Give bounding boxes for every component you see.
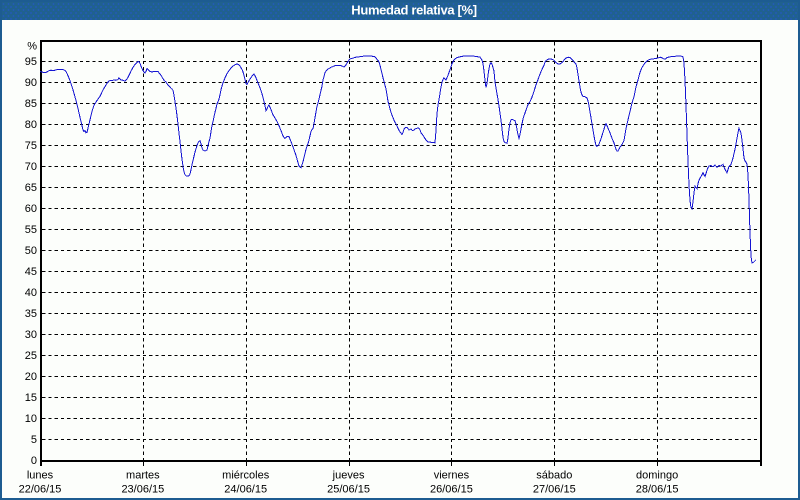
svg-text:23/06/15: 23/06/15 xyxy=(121,484,164,496)
svg-text:60: 60 xyxy=(25,203,37,215)
svg-text:5: 5 xyxy=(31,434,37,446)
svg-text:85: 85 xyxy=(25,98,37,110)
svg-text:65: 65 xyxy=(25,182,37,194)
svg-text:10: 10 xyxy=(25,413,37,425)
svg-text:miércoles: miércoles xyxy=(222,470,270,482)
svg-text:95: 95 xyxy=(25,56,37,68)
svg-text:90: 90 xyxy=(25,77,37,89)
svg-text:domingo: domingo xyxy=(636,470,678,482)
svg-text:26/06/15: 26/06/15 xyxy=(430,484,473,496)
svg-text:viernes: viernes xyxy=(434,470,470,482)
svg-text:75: 75 xyxy=(25,140,37,152)
svg-text:45: 45 xyxy=(25,266,37,278)
svg-text:martes: martes xyxy=(126,470,160,482)
svg-text:0: 0 xyxy=(31,455,37,467)
svg-text:40: 40 xyxy=(25,287,37,299)
svg-text:15: 15 xyxy=(25,392,37,404)
svg-text:%: % xyxy=(27,41,37,53)
svg-text:jueves: jueves xyxy=(332,470,365,482)
svg-text:35: 35 xyxy=(25,308,37,320)
svg-text:80: 80 xyxy=(25,119,37,131)
svg-text:30: 30 xyxy=(25,329,37,341)
svg-text:20: 20 xyxy=(25,371,37,383)
svg-text:sábado: sábado xyxy=(536,470,572,482)
svg-text:24/06/15: 24/06/15 xyxy=(224,484,267,496)
svg-text:25/06/15: 25/06/15 xyxy=(327,484,370,496)
svg-text:28/06/15: 28/06/15 xyxy=(636,484,679,496)
svg-text:22/06/15: 22/06/15 xyxy=(19,484,62,496)
svg-text:50: 50 xyxy=(25,245,37,257)
svg-text:lunes: lunes xyxy=(27,470,54,482)
svg-text:25: 25 xyxy=(25,350,37,362)
svg-text:27/06/15: 27/06/15 xyxy=(533,484,576,496)
svg-text:70: 70 xyxy=(25,161,37,173)
svg-text:55: 55 xyxy=(25,224,37,236)
